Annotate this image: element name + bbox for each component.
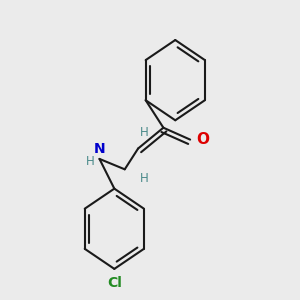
Text: Cl: Cl [107,276,122,290]
Text: H: H [86,155,95,168]
Text: H: H [140,172,148,185]
Text: N: N [94,142,105,156]
Text: O: O [197,132,210,147]
Text: H: H [140,126,148,139]
